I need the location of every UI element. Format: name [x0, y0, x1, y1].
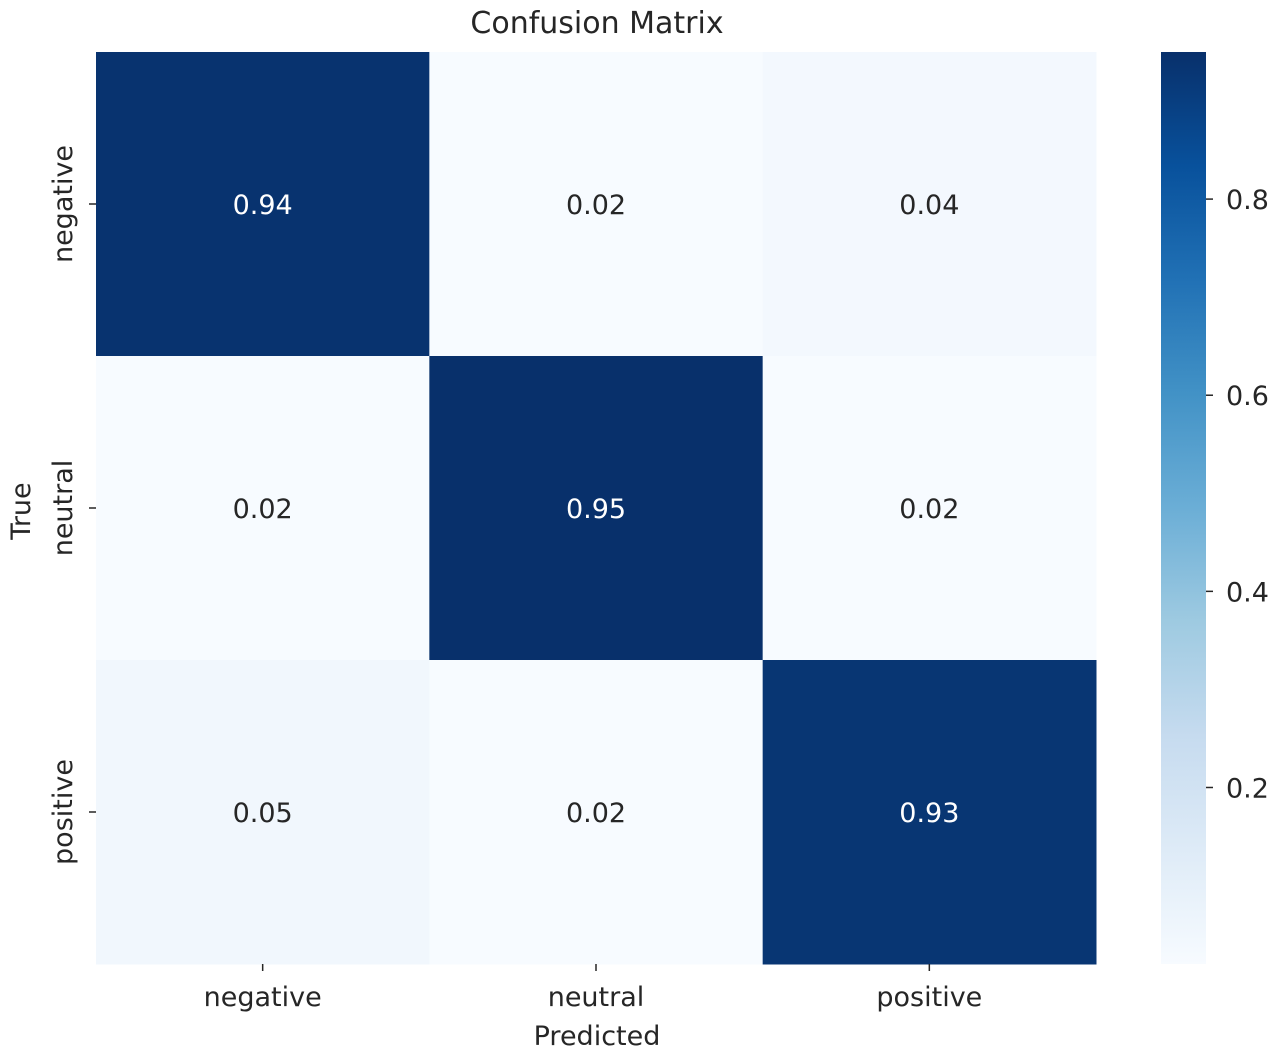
y-axis-label: True: [6, 482, 37, 540]
heatmap-grid: [96, 52, 1097, 965]
x-tick-label: positive: [876, 982, 982, 1013]
colorbar-tick-label: 0.2: [1226, 773, 1269, 804]
y-tick-label: positive: [48, 759, 79, 865]
colorbar: [1161, 52, 1206, 964]
y-tick-label: negative: [48, 145, 79, 263]
colorbar-tick-label: 0.6: [1226, 381, 1269, 412]
heatmap-cell: [429, 356, 764, 661]
heatmap-annotations: 0.94 0.02 0.04 0.02 0.95 0.02 0.05 0.02 0.93: [233, 190, 960, 829]
x-tick-label: negative: [204, 982, 322, 1013]
cell-annotation: 0.04: [899, 190, 959, 221]
heatmap-cell: [96, 356, 430, 661]
cell-annotation: 0.94: [233, 190, 293, 221]
colorbar-ticks: 0.2 0.4 0.6 0.8: [1206, 185, 1269, 804]
chart-title: Confusion Matrix: [470, 6, 723, 41]
x-axis: negative neutral positive: [204, 964, 982, 1013]
heatmap-cell: [96, 52, 430, 357]
colorbar-tick-label: 0.8: [1226, 185, 1269, 216]
cell-annotation: 0.02: [566, 190, 626, 221]
colorbar-tick-label: 0.4: [1226, 577, 1269, 608]
heatmap-cell: [429, 660, 764, 965]
cell-annotation: 0.95: [566, 494, 626, 525]
y-tick-label: neutral: [48, 460, 79, 557]
cell-annotation: 0.02: [566, 798, 626, 829]
heatmap-cell: [762, 660, 1097, 965]
cell-annotation: 0.93: [899, 798, 959, 829]
heatmap-cell: [96, 660, 430, 965]
cell-annotation: 0.05: [233, 798, 293, 829]
x-tick-label: neutral: [548, 982, 645, 1013]
heatmap-cell: [429, 52, 764, 357]
y-axis: negative neutral positive: [48, 145, 96, 865]
x-axis-label: Predicted: [534, 1021, 661, 1052]
cell-annotation: 0.02: [233, 494, 293, 525]
heatmap-cell: [762, 356, 1097, 661]
cell-annotation: 0.02: [899, 494, 959, 525]
heatmap-cell: [762, 52, 1097, 357]
